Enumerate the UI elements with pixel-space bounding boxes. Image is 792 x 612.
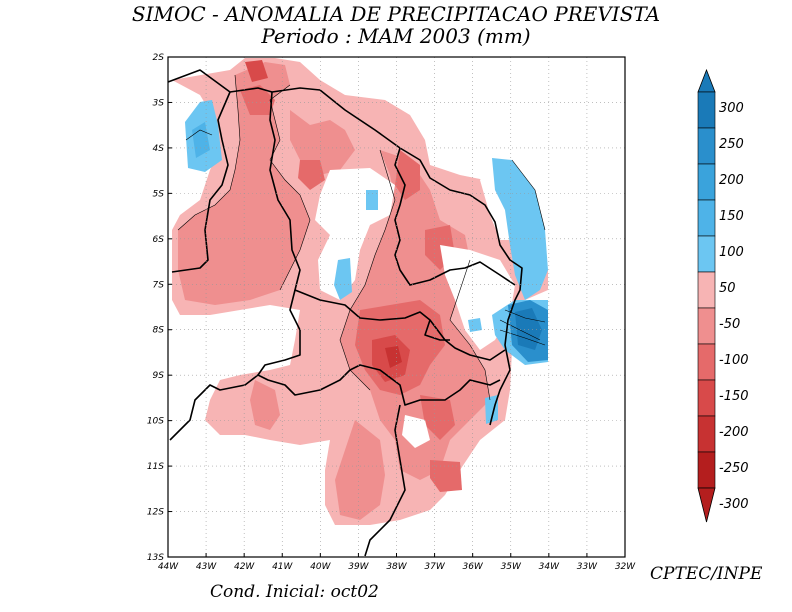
y-tick-label: 11S bbox=[147, 462, 164, 472]
colorbar-label: 150 bbox=[719, 209, 744, 224]
colorbar-label: -50 bbox=[719, 317, 740, 332]
x-tick-label: 33W bbox=[577, 562, 598, 572]
anomaly-region-medium bbox=[290, 110, 355, 175]
colorbar: 300 250 200 150 100 50 -50 -100 -150 -200 -250 -300 bbox=[697, 68, 749, 523]
initial-condition-label: Cond. Inicial: oct02 bbox=[210, 582, 379, 602]
x-tick-label: 34W bbox=[539, 562, 560, 572]
colorbar-label: -100 bbox=[719, 353, 749, 368]
anomaly-region-positive bbox=[334, 258, 352, 300]
x-tick-label: 44W bbox=[158, 562, 179, 572]
x-tick-label: 35W bbox=[501, 562, 522, 572]
x-tick-label: 41W bbox=[272, 562, 293, 572]
x-tick-label: 42W bbox=[234, 562, 255, 572]
colorbar-swatch bbox=[697, 91, 716, 129]
colorbar-swatch bbox=[697, 451, 716, 489]
colorbar-label: 300 bbox=[719, 101, 744, 116]
colorbar-label: 100 bbox=[719, 245, 744, 260]
colorbar-swatch bbox=[697, 343, 716, 381]
y-tick-label: 10S bbox=[147, 417, 164, 427]
anomaly-region-positive bbox=[515, 308, 542, 350]
anomaly-region-dark bbox=[240, 85, 275, 115]
anomaly-region-dark bbox=[298, 160, 325, 190]
y-tick-label: 9S bbox=[153, 371, 165, 381]
y-tick-label: 4S bbox=[153, 144, 165, 154]
grid-lines bbox=[168, 57, 625, 557]
x-axis: 44W 43W 42W 41W 40W 39W 38W 37W 36W 35W 34W 33W 32W bbox=[158, 553, 636, 572]
x-tick-label: 37W bbox=[424, 562, 445, 572]
colorbar-swatch bbox=[697, 415, 716, 453]
anomaly-region-medium bbox=[335, 420, 385, 520]
x-tick-label: 36W bbox=[462, 562, 483, 572]
colorbar-swatch bbox=[697, 379, 716, 417]
y-tick-label: 7S bbox=[153, 280, 165, 290]
colorbar-swatch bbox=[697, 127, 716, 165]
anomaly-region-positive bbox=[492, 158, 548, 300]
colorbar-label: -300 bbox=[719, 497, 749, 512]
y-tick-label: 6S bbox=[153, 235, 165, 245]
anomaly-region-dark bbox=[430, 460, 462, 492]
anomaly-region-medium bbox=[178, 62, 310, 305]
x-tick-label: 39W bbox=[348, 562, 369, 572]
y-tick-label: 5S bbox=[153, 189, 165, 199]
chart-subtitle: Periodo : MAM 2003 (mm) bbox=[260, 24, 530, 48]
colorbar-arrow-top bbox=[697, 68, 716, 93]
colorbar-label: -250 bbox=[719, 461, 749, 476]
anomaly-region-darkest bbox=[385, 346, 402, 368]
anomaly-region-dark bbox=[395, 150, 420, 200]
colorbar-label: 250 bbox=[719, 137, 744, 152]
colorbar-swatch bbox=[697, 271, 716, 309]
map-plot: 44W 43W 42W 41W 40W 39W 38W 37W 36W 35W 34W 33W 32W … bbox=[147, 53, 636, 572]
state-boundaries bbox=[167, 69, 523, 557]
anomaly-region-medium bbox=[250, 380, 280, 430]
y-tick-label: 2S bbox=[153, 53, 165, 63]
y-tick-label: 12S bbox=[147, 508, 164, 518]
y-tick-label: 13S bbox=[147, 553, 164, 563]
x-tick-label: 32W bbox=[615, 562, 636, 572]
y-tick-label: 8S bbox=[153, 326, 165, 336]
colorbar-label: -150 bbox=[719, 389, 749, 404]
colorbar-swatch bbox=[697, 307, 716, 345]
x-tick-label: 43W bbox=[196, 562, 217, 572]
colorbar-label: -200 bbox=[719, 425, 749, 440]
x-tick-label: 40W bbox=[310, 562, 331, 572]
y-tick-label: 3S bbox=[153, 98, 165, 108]
colorbar-swatch bbox=[697, 235, 716, 273]
anomaly-region-dark bbox=[420, 395, 455, 440]
anomaly-region-positive bbox=[192, 122, 210, 158]
anomaly-region-positive bbox=[485, 395, 498, 424]
credit-label: CPTEC/INPE bbox=[650, 564, 763, 584]
colorbar-swatch bbox=[697, 199, 716, 237]
colorbar-label: 200 bbox=[719, 173, 744, 188]
contour-lines bbox=[177, 74, 546, 401]
anomaly-region-positive bbox=[366, 190, 378, 210]
chart-title: SIMOC - ANOMALIA DE PRECIPITACAO PREVIST… bbox=[132, 2, 660, 26]
x-tick-label: 38W bbox=[386, 562, 407, 572]
anomaly-region-neutral bbox=[402, 415, 430, 448]
y-axis: 2S 3S 4S 5S 6S 7S 8S 9S 10S 11S 12S 13S bbox=[147, 53, 172, 563]
colorbar-arrow-bottom bbox=[697, 487, 716, 523]
anomaly-region-darker bbox=[245, 60, 268, 82]
colorbar-label: 50 bbox=[719, 281, 736, 296]
colorbar-swatch bbox=[697, 163, 716, 201]
anomaly-region-positive bbox=[468, 318, 482, 332]
